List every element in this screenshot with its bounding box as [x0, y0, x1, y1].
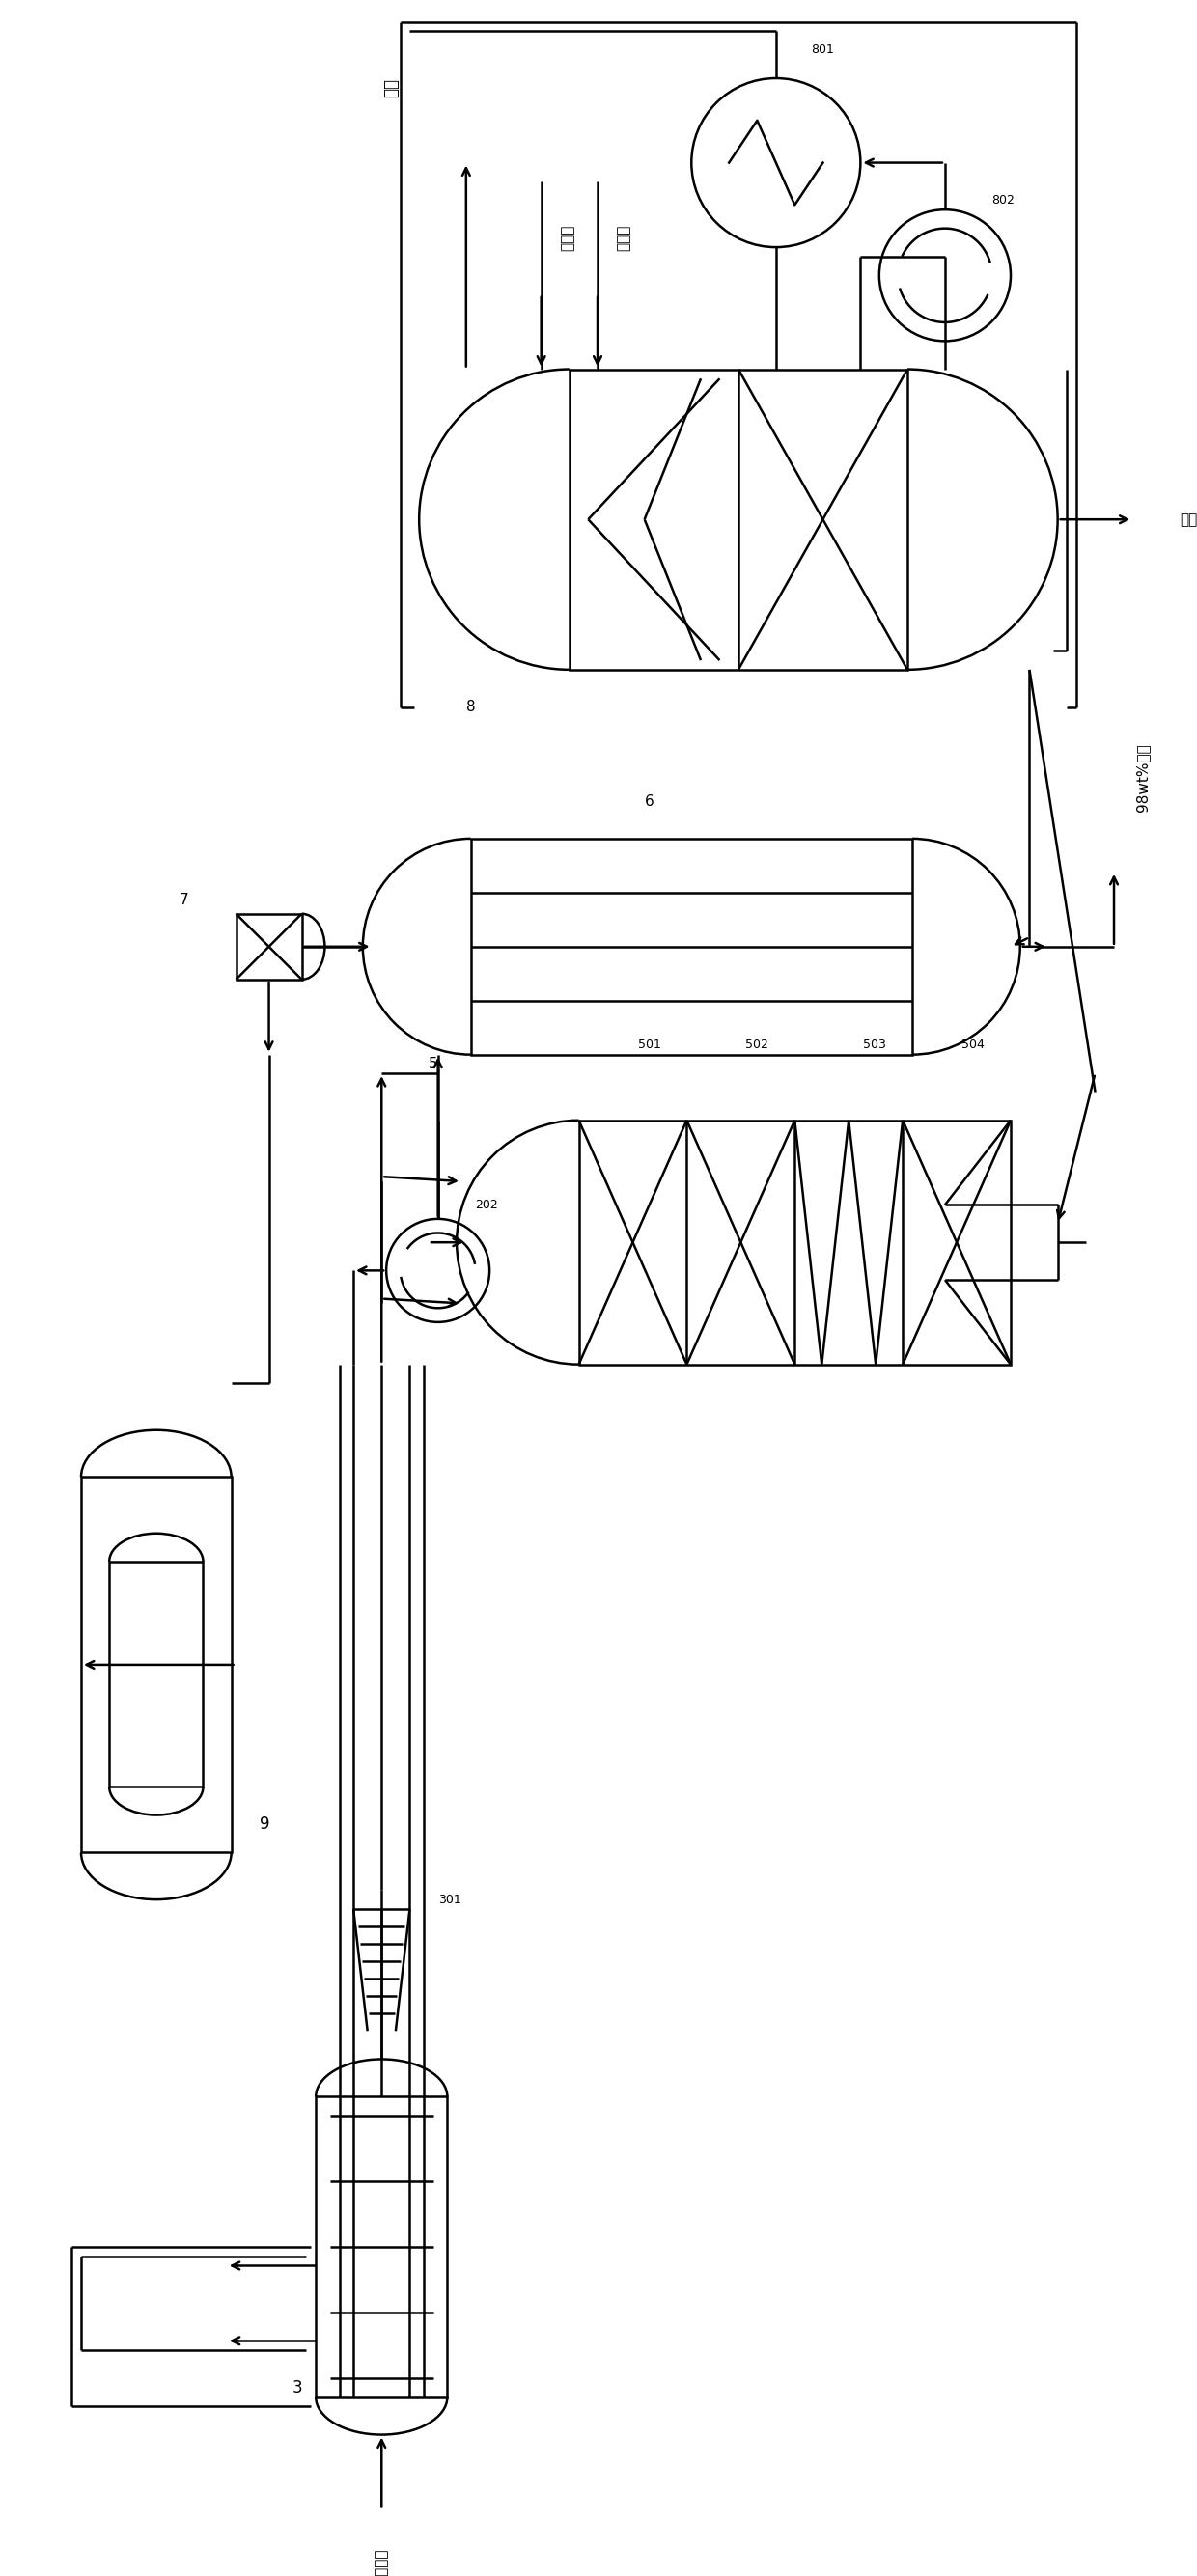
Text: 802: 802 — [992, 193, 1015, 206]
Text: 98wt%硫酸: 98wt%硫酸 — [1135, 744, 1149, 811]
Text: 尾气: 尾气 — [382, 77, 400, 98]
Text: 801: 801 — [812, 44, 834, 57]
Bar — [81, 1476, 231, 1852]
Text: 脱盐水: 脱盐水 — [616, 224, 631, 250]
Text: 301: 301 — [438, 1893, 461, 1906]
Text: 吸收液: 吸收液 — [560, 224, 575, 250]
Bar — [316, 2097, 448, 2398]
Text: 6: 6 — [644, 793, 654, 809]
Bar — [570, 368, 907, 670]
Text: 稀酸: 稀酸 — [1180, 513, 1197, 526]
Text: 502: 502 — [746, 1038, 768, 1051]
Text: 504: 504 — [961, 1038, 985, 1051]
Text: 9: 9 — [260, 1816, 269, 1834]
Text: 202: 202 — [475, 1198, 498, 1211]
Text: 8: 8 — [466, 701, 475, 714]
Text: 503: 503 — [863, 1038, 886, 1051]
Text: 5: 5 — [429, 1056, 438, 1072]
Text: 3: 3 — [292, 2380, 302, 2396]
Bar — [236, 914, 302, 979]
Bar — [470, 840, 912, 1054]
Text: 含硫烟气: 含硫烟气 — [375, 2548, 389, 2576]
Bar — [109, 1561, 203, 1788]
Text: 7: 7 — [180, 891, 189, 907]
Text: 501: 501 — [638, 1038, 661, 1051]
Bar — [579, 1121, 1010, 1365]
